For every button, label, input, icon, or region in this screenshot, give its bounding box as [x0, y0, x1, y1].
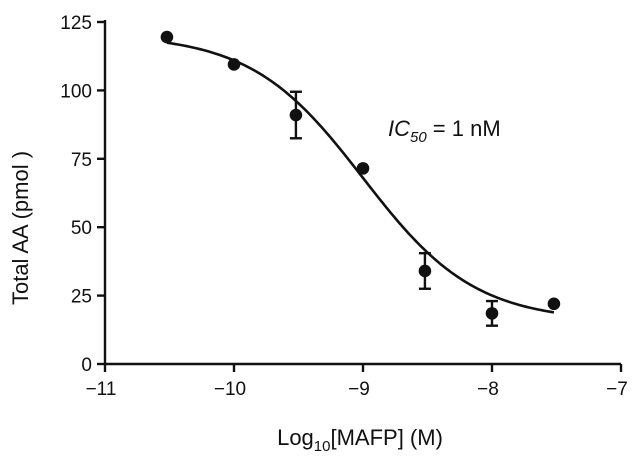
y-tick-label: 50: [71, 218, 92, 239]
y-tick-label: 0: [81, 355, 92, 376]
axes: 0 25 50 75 100 125 −11 −10 −9 −8 −7: [60, 13, 628, 400]
y-axis-title: Total AA (pmol ): [8, 151, 33, 305]
x-tick-label: −8: [477, 379, 499, 400]
x-tick-label: −11: [86, 379, 117, 400]
ic50-annotation-base: IC: [388, 116, 410, 141]
data-point: [418, 264, 432, 278]
x-axis-title: Log10[MAFP] (M): [277, 425, 443, 455]
y-tick-label: 100: [60, 81, 92, 102]
ic50-annotation: IC50 = 1 nM: [388, 116, 501, 146]
data-point: [547, 297, 561, 311]
ic50-annotation-subscript: 50: [410, 129, 427, 146]
data-point: [289, 108, 303, 122]
y-tick-label: 75: [71, 150, 92, 171]
x-tick-label: −10: [214, 379, 246, 400]
y-tick-label: 25: [71, 287, 92, 308]
x-axis-title-subscript: 10: [314, 438, 331, 455]
x-axis-title-suffix: [MAFP] (M): [330, 425, 442, 450]
data-points-layer: [160, 30, 561, 327]
x-tick-label: −7: [606, 379, 628, 400]
data-point: [485, 307, 499, 320]
data-point: [160, 30, 174, 44]
y-tick-label: 125: [60, 13, 92, 34]
ic50-annotation-value: = 1 nM: [427, 116, 501, 141]
data-point: [227, 58, 241, 71]
fit-curve: [166, 41, 555, 314]
data-point: [356, 162, 370, 175]
x-axis-title-prefix: Log: [277, 425, 314, 450]
x-tick-label: −9: [348, 379, 370, 400]
fit-curve-layer: [166, 41, 555, 314]
